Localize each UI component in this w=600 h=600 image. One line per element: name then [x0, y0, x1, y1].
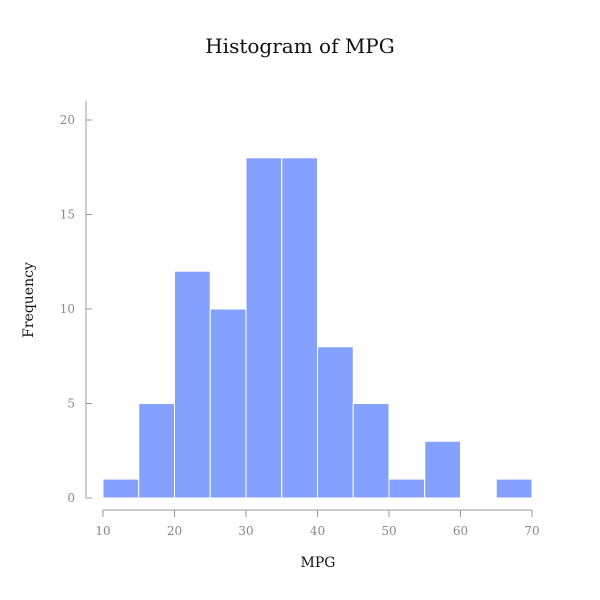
x-tick-label: 40 — [310, 524, 325, 538]
bars-group — [102, 157, 533, 499]
x-tick-label: 10 — [95, 524, 110, 538]
x-axis-label: MPG — [300, 555, 336, 571]
histogram-bar — [495, 478, 533, 499]
y-tick-label: 15 — [60, 208, 75, 222]
histogram-bar — [281, 157, 318, 499]
x-tick-label: 50 — [381, 524, 396, 538]
y-tick-label: 5 — [67, 397, 75, 411]
histogram-bar — [245, 157, 283, 499]
histogram-bar — [102, 478, 140, 499]
x-tick-label: 30 — [238, 524, 253, 538]
y-tick-label: 10 — [60, 302, 75, 316]
y-tick-label: 0 — [67, 491, 75, 505]
histogram-bar — [352, 403, 390, 499]
y-tick-label: 20 — [60, 113, 75, 127]
y-axis: 0 5 10 15 20 — [60, 101, 92, 505]
histogram-bar — [388, 478, 426, 499]
histogram-bar — [209, 308, 247, 499]
x-tick-label: 60 — [453, 524, 468, 538]
histogram-bar — [138, 403, 175, 499]
chart-title: Histogram of MPG — [205, 34, 395, 58]
histogram-bar — [317, 346, 354, 499]
histogram-bar — [424, 440, 461, 499]
x-tick-label: 70 — [524, 524, 539, 538]
histogram-bar — [174, 270, 211, 499]
x-axis: 10 20 30 40 50 60 70 — [95, 509, 540, 538]
x-tick-label: 20 — [167, 524, 182, 538]
